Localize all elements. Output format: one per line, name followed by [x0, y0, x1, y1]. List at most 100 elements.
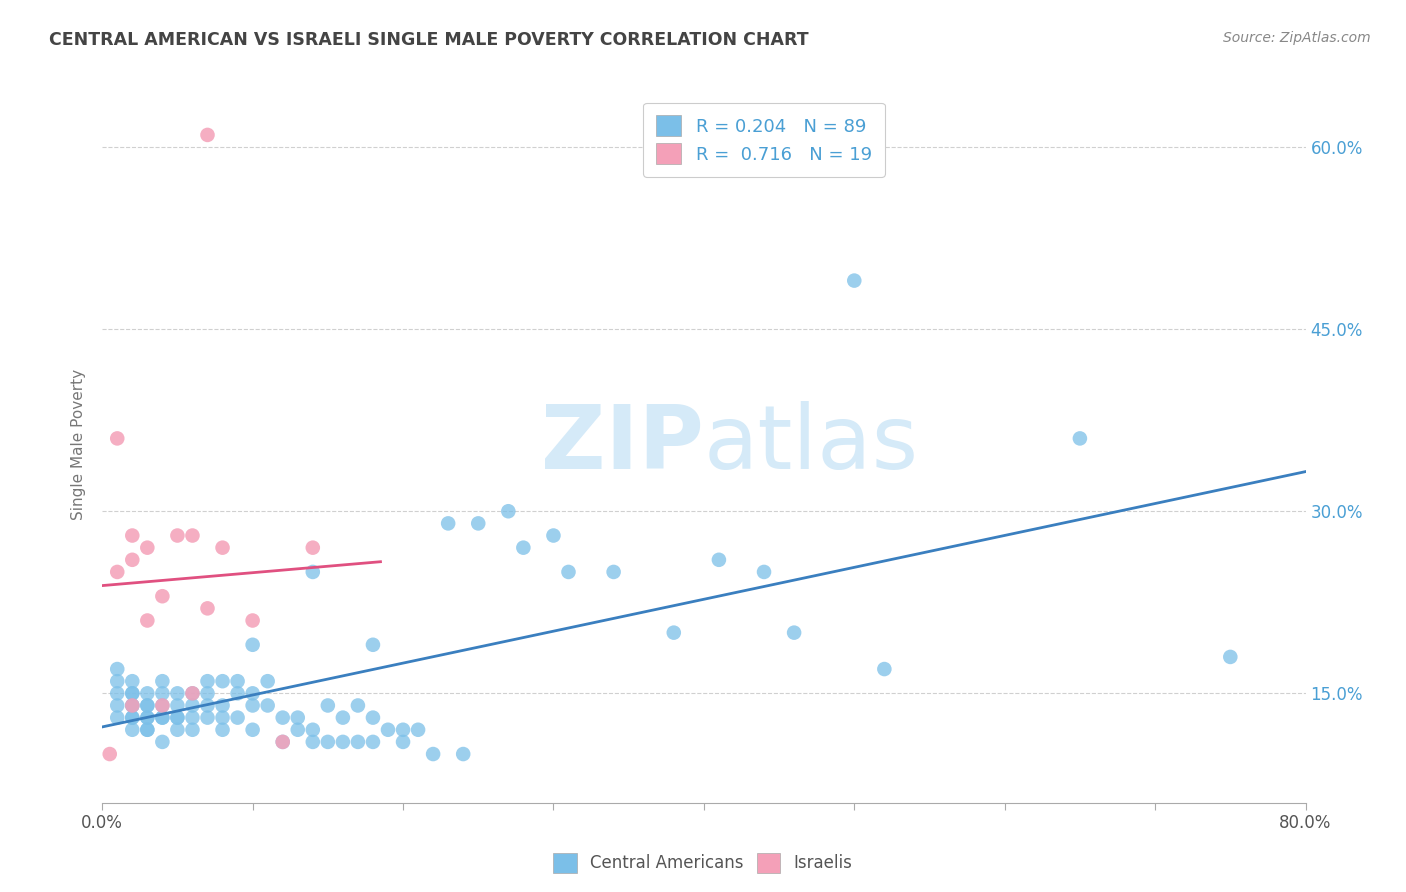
Point [150, 735, 173, 749]
Point [150, 674, 173, 689]
Point [361, 711, 384, 725]
Point [211, 698, 233, 713]
Point [242, 723, 264, 737]
Point [422, 747, 444, 761]
Point [136, 686, 159, 700]
Legend: R = 0.204   N = 89, R =  0.716   N = 19: R = 0.204 N = 89, R = 0.716 N = 19 [644, 103, 884, 177]
Point [121, 698, 143, 713]
Point [150, 711, 173, 725]
Point [105, 674, 128, 689]
Point [437, 516, 460, 531]
Point [211, 674, 233, 689]
Point [242, 614, 264, 628]
Y-axis label: Single Male Poverty: Single Male Poverty [72, 369, 86, 520]
Point [136, 711, 159, 725]
Point [150, 711, 173, 725]
Point [287, 723, 309, 737]
Point [242, 638, 264, 652]
Point [256, 674, 278, 689]
Point [166, 723, 188, 737]
Point [98, 747, 121, 761]
Legend: Central Americans, Israelis: Central Americans, Israelis [547, 847, 859, 880]
Text: ZIP: ZIP [541, 401, 704, 488]
Point [136, 541, 159, 555]
Point [316, 735, 339, 749]
Point [166, 711, 188, 725]
Point [361, 735, 384, 749]
Point [467, 516, 489, 531]
Point [543, 528, 565, 542]
Point [498, 504, 520, 518]
Point [1069, 431, 1091, 445]
Text: CENTRAL AMERICAN VS ISRAELI SINGLE MALE POVERTY CORRELATION CHART: CENTRAL AMERICAN VS ISRAELI SINGLE MALE … [49, 31, 808, 49]
Point [662, 625, 685, 640]
Point [752, 565, 775, 579]
Point [301, 735, 323, 749]
Point [332, 735, 354, 749]
Text: atlas: atlas [704, 401, 920, 488]
Point [392, 723, 415, 737]
Point [121, 698, 143, 713]
Point [602, 565, 624, 579]
Point [197, 686, 219, 700]
Point [166, 711, 188, 725]
Point [256, 698, 278, 713]
Point [406, 723, 429, 737]
Point [136, 723, 159, 737]
Point [1219, 649, 1241, 664]
Point [136, 698, 159, 713]
Point [136, 698, 159, 713]
Point [301, 723, 323, 737]
Point [181, 686, 204, 700]
Point [121, 528, 143, 542]
Point [197, 674, 219, 689]
Point [197, 128, 219, 142]
Point [361, 638, 384, 652]
Point [347, 698, 370, 713]
Point [105, 431, 128, 445]
Point [181, 698, 204, 713]
Point [105, 698, 128, 713]
Point [271, 735, 294, 749]
Point [197, 601, 219, 615]
Point [121, 686, 143, 700]
Point [226, 674, 249, 689]
Point [105, 711, 128, 725]
Point [181, 528, 204, 542]
Point [150, 698, 173, 713]
Point [166, 528, 188, 542]
Point [332, 711, 354, 725]
Point [181, 711, 204, 725]
Point [301, 541, 323, 555]
Point [316, 698, 339, 713]
Point [105, 662, 128, 676]
Point [150, 589, 173, 603]
Point [844, 274, 866, 288]
Point [136, 723, 159, 737]
Point [211, 723, 233, 737]
Point [150, 686, 173, 700]
Point [166, 698, 188, 713]
Point [287, 711, 309, 725]
Point [377, 723, 399, 737]
Point [242, 686, 264, 700]
Point [873, 662, 896, 676]
Point [121, 553, 143, 567]
Point [512, 541, 534, 555]
Point [271, 711, 294, 725]
Point [121, 711, 143, 725]
Point [451, 747, 474, 761]
Point [347, 735, 370, 749]
Point [707, 553, 730, 567]
Point [121, 723, 143, 737]
Point [121, 711, 143, 725]
Point [136, 614, 159, 628]
Point [121, 698, 143, 713]
Point [271, 735, 294, 749]
Point [150, 698, 173, 713]
Point [392, 735, 415, 749]
Point [211, 711, 233, 725]
Point [211, 541, 233, 555]
Point [197, 698, 219, 713]
Point [105, 565, 128, 579]
